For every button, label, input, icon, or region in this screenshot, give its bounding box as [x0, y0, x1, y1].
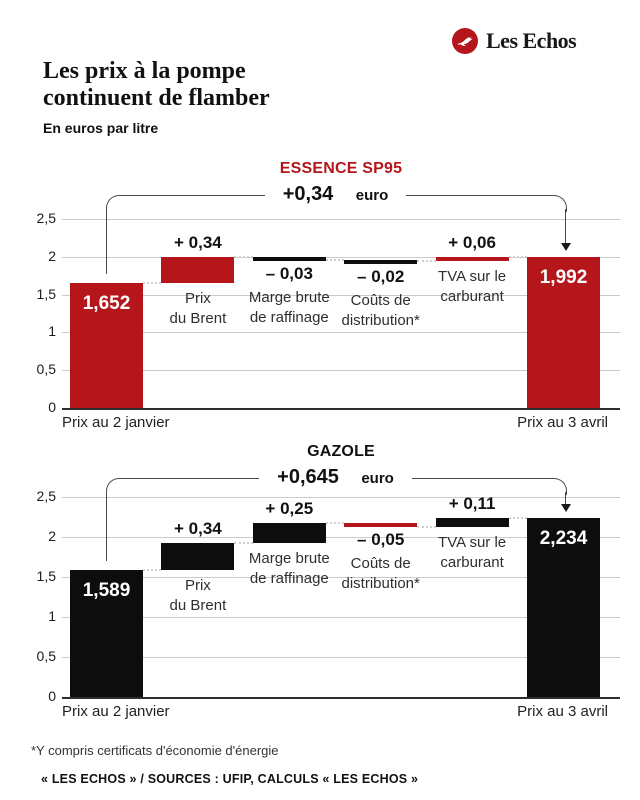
- level-connector: [417, 260, 436, 263]
- delta-value-label: + 0,25: [265, 498, 314, 518]
- delta-value-label: – 0,05: [357, 529, 405, 549]
- y-tick-label: 1,5: [36, 285, 56, 302]
- x-axis-label: Prix au 3 avril: [517, 414, 608, 431]
- delta-value-label: + 0,11: [448, 493, 496, 513]
- bracket-total-value: +0,34: [273, 183, 343, 206]
- y-tick-label: 1,5: [36, 568, 56, 584]
- waterfall-bar: [344, 522, 418, 527]
- y-tick-label: 0,5: [36, 648, 56, 664]
- x-axis-label: Prix au 2 janvier: [62, 414, 170, 431]
- waterfall-bar: [70, 569, 143, 697]
- les-echos-logo: Les Echos: [452, 28, 577, 54]
- chart-essence-sp95: ESSENCE SP95 2,5 2 1,5 1 0,5 0 1,652 Prix au 2 j…: [0, 150, 640, 435]
- gridline: [62, 294, 620, 296]
- level-connector: [234, 256, 253, 259]
- gridline: [62, 497, 620, 498]
- y-tick-label: 2: [48, 247, 56, 264]
- waterfall-bar: [527, 257, 600, 408]
- gridline: [62, 370, 620, 372]
- gridline: [62, 219, 620, 220]
- waterfall-bar: [70, 283, 143, 408]
- source-line: « LES ECHOS » / SOURCES : UFIP, CALCULS …: [41, 772, 419, 786]
- waterfall-bar: [161, 257, 235, 284]
- bar-value-label: 1,652: [82, 293, 131, 315]
- y-tick-label: 1: [48, 323, 56, 340]
- bracket-left-line: [106, 492, 107, 561]
- delta-value-label: + 0,34: [174, 233, 222, 253]
- bar-value-label: 1,992: [539, 267, 588, 289]
- waterfall-bar: [252, 522, 326, 543]
- bracket-total-unit: euro: [346, 187, 398, 204]
- level-connector: [508, 255, 527, 258]
- delta-value-label: – 0,03: [265, 264, 313, 284]
- gridline: [62, 537, 620, 538]
- bracket-left-line: [106, 209, 107, 275]
- gridline: [62, 408, 620, 410]
- bar-category-label: Prix du Brent: [169, 576, 227, 614]
- delta-value-label: – 0,02: [357, 266, 405, 286]
- level-connector: [417, 525, 436, 528]
- chart-gazole: GAZOLE 2,5 2 1,5 1 0,5 0 1,589 Prix au 2 janvier…: [0, 435, 640, 730]
- bracket-total-label: +0,34 euro: [106, 183, 565, 206]
- waterfall-bar: [435, 256, 509, 262]
- bracket-total-label: +0,645 euro: [106, 466, 565, 489]
- bar-value-label: 2,234: [539, 528, 588, 550]
- waterfall-bar: [344, 259, 418, 264]
- waterfall-bar: [435, 517, 509, 527]
- delta-value-label: + 0,06: [448, 232, 496, 252]
- waterfall-bar: [527, 518, 600, 697]
- level-connector: [325, 258, 345, 261]
- bracket-total-value: +0,645: [268, 466, 348, 489]
- bar-value-label: 1,589: [82, 579, 131, 601]
- x-axis-label: Prix au 3 avril: [517, 703, 608, 720]
- bar-category-label: TVA sur le carburant: [438, 268, 507, 306]
- delta-value-label: + 0,34: [174, 518, 222, 538]
- y-tick-label: 0: [48, 688, 56, 704]
- level-connector: [234, 541, 253, 544]
- level-connector: [325, 521, 345, 524]
- y-tick-label: 1: [48, 608, 56, 624]
- gridline: [62, 657, 620, 658]
- y-tick-label: 2,5: [36, 488, 56, 504]
- bracket-total-unit: euro: [352, 470, 403, 487]
- level-connector: [508, 516, 527, 519]
- level-connector: [143, 282, 162, 285]
- chart-section-title: GAZOLE: [307, 443, 375, 460]
- down-arrow-icon: [560, 504, 571, 513]
- y-tick-label: 2,5: [36, 210, 56, 226]
- bar-category-label: Coûts de distribution*: [341, 291, 420, 329]
- les-echos-bird-icon: [452, 28, 478, 54]
- brand-wordmark: Les Echos: [486, 28, 577, 53]
- y-tick-label: 2: [48, 528, 56, 544]
- bar-category-label: Prix du Brent: [169, 290, 227, 328]
- level-connector: [143, 568, 162, 571]
- chart-section-title: ESSENCE SP95: [279, 160, 403, 177]
- bar-category-label: Marge brute de raffinage: [248, 549, 330, 587]
- gridline: [62, 332, 620, 334]
- y-tick-label: 0,5: [36, 361, 56, 378]
- footnote: *Y compris certificats d'économie d'éner…: [31, 743, 279, 758]
- gridline: [62, 697, 620, 699]
- bracket-right-line: [565, 209, 566, 244]
- down-arrow-icon: [560, 243, 571, 252]
- gridline: [62, 577, 620, 578]
- bar-category-label: Marge brute de raffinage: [248, 289, 330, 327]
- waterfall-bar: [161, 542, 235, 570]
- bar-category-label: TVA sur le carburant: [438, 533, 507, 571]
- bracket-right-line: [565, 492, 566, 505]
- x-axis-label: Prix au 2 janvier: [62, 703, 170, 720]
- page-title: Les prix à la pompe continuent de flambe…: [43, 58, 270, 111]
- y-tick-label: 0: [48, 399, 56, 415]
- gridline: [62, 256, 620, 258]
- waterfall-bar: [252, 257, 326, 262]
- bar-category-label: Coûts de distribution*: [341, 554, 420, 592]
- units-subtitle: En euros par litre: [43, 120, 159, 136]
- gridline: [62, 617, 620, 618]
